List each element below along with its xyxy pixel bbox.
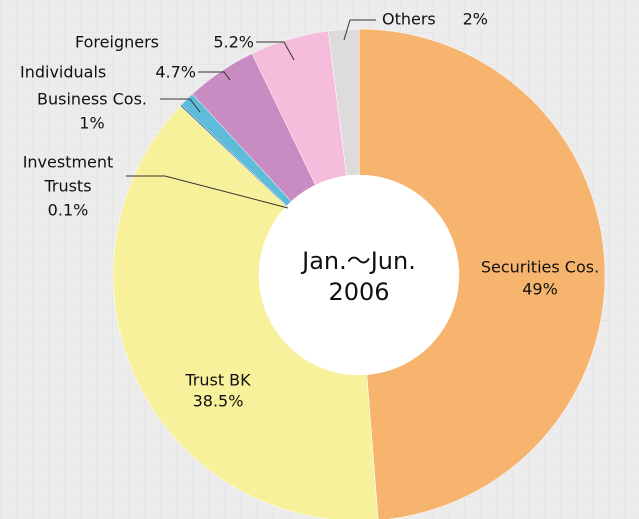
- slice-label: Others: [382, 10, 436, 29]
- slices: [112, 28, 606, 519]
- leader-line: [160, 98, 201, 113]
- value-label: 4.7%: [155, 63, 196, 82]
- slice-label: Foreigners: [75, 33, 159, 52]
- value-label: 38.5%: [193, 392, 244, 411]
- slice-label: Trust BK: [184, 371, 251, 390]
- donut-hole: [259, 175, 459, 375]
- value-label: 49%: [522, 280, 558, 299]
- value-label: 0.1%: [48, 201, 89, 220]
- slice-label: Business Cos.: [37, 90, 147, 109]
- leader-line: [343, 19, 376, 41]
- center-label: Jan.～Jun.: [300, 247, 416, 275]
- leader-line: [256, 41, 295, 61]
- leader-line: [198, 71, 231, 81]
- slice-label: Trusts: [43, 177, 91, 196]
- value-label: 5.2%: [213, 33, 254, 52]
- slice-label: Individuals: [20, 63, 106, 82]
- value-label: 1%: [79, 114, 104, 133]
- center-label: 2006: [328, 278, 389, 306]
- leader-line: [126, 175, 289, 209]
- value-label: 2%: [463, 10, 488, 29]
- slice-label: Securities Cos.: [481, 258, 599, 277]
- slice-label: Investment: [23, 153, 114, 172]
